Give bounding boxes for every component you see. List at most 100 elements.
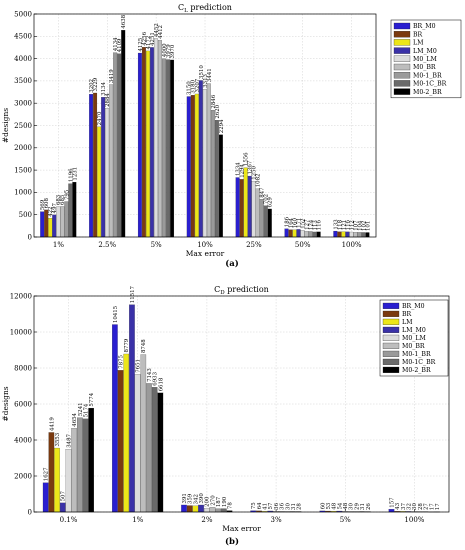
chart-0-data-label: 124 (309, 219, 315, 230)
chart-0-legend-swatch (393, 31, 411, 38)
chart-0-bar (72, 181, 77, 238)
chart-0-x-tick-label: 50% (295, 241, 311, 249)
chart-1-data-label: 3487 (66, 433, 72, 447)
chart-1-x-axis-label: Max error (222, 524, 261, 533)
chart-0-legend-entry: M0_LM (413, 56, 437, 63)
chart-0-bar (60, 206, 65, 238)
chart-1-bar (140, 354, 147, 513)
panel-label-a: (a) (225, 258, 239, 269)
chart-1-data-label: 8779 (124, 338, 130, 352)
chart-0-data-label: 3180 (191, 79, 197, 93)
chart-0-data-label: 113 (313, 220, 319, 231)
chart-0-x-tick-label: 1% (53, 241, 64, 249)
chart-1-legend-entry: M0-1_BR (402, 351, 431, 358)
chart-0-legend-swatch (393, 22, 411, 30)
chart-1-bar (203, 508, 210, 513)
chart-0-legend-entry: BR (413, 31, 423, 38)
chart-0-data-label: 1231 (72, 167, 78, 181)
chart-0-x-tick-label: 25% (246, 241, 262, 249)
chart-0-bar (263, 205, 268, 238)
chart-0-bar (349, 231, 354, 238)
chart-1-legend-swatch (382, 342, 400, 349)
chart-0-bar (64, 201, 69, 238)
chart-1-bar (42, 482, 49, 513)
chart-0-data-label: 3207 (195, 78, 201, 92)
chart-1-data-label: 7651 (136, 359, 142, 373)
chart-0-bar (202, 89, 207, 238)
chart-0-data-label: 2884 (105, 93, 111, 107)
chart-1-data-label: 60 (320, 502, 326, 509)
chart-0-bar (56, 206, 61, 238)
chart-0-data-label: 3510 (199, 65, 205, 79)
chart-cl-prediction: CL prediction 0 500 1000 1500 2000 2500 3000 350… (1, 3, 462, 258)
chart-0-legend-entry: BR_M0 (413, 23, 436, 30)
chart-0-bar (194, 93, 199, 238)
chart-0-legend-swatch (393, 47, 411, 54)
chart-0-bar (239, 179, 244, 238)
chart-1-data-label: 26 (366, 503, 372, 510)
chart-1-data-label: 6618 (158, 377, 164, 391)
chart-0-legend-entry: LM (413, 40, 424, 47)
chart-1-data-label: 10415 (113, 305, 119, 323)
chart-1-bar (117, 370, 124, 513)
chart-0-bar (141, 47, 146, 238)
chart-0-data-label: 3419 (109, 69, 115, 83)
chart-0-data-label: 4125 (138, 37, 144, 51)
chart-0-y-tick-label: 4500 (14, 33, 32, 41)
chart-0-data-label: 152 (301, 218, 307, 228)
chart-0-y-tick-label: 1500 (14, 166, 32, 174)
chart-0-bar (288, 229, 293, 238)
chart-0-data-label: 1196 (68, 168, 74, 182)
chart-0-bar (267, 208, 272, 238)
chart-1-data-label: 390 (199, 493, 205, 504)
chart-1-data-label: 75 (251, 502, 257, 509)
chart-1-data-label: 43 (395, 502, 401, 509)
chart-1-legend-entry: M0_BR (402, 343, 425, 350)
chart-0-title-main: C (178, 3, 184, 12)
chart-0-data-label: 171 (296, 218, 302, 228)
chart-1-data-label: 41 (263, 503, 269, 510)
chart-1-x-tick-label: 3% (271, 516, 282, 524)
chart-0-data-label: 3313 (203, 73, 209, 87)
chart-0-data-label: 121 (341, 220, 347, 230)
chart-1-bar (151, 387, 158, 513)
chart-0-data-label: 569 (40, 199, 46, 210)
chart-1-data-label: 31 (291, 503, 297, 510)
chart-1-title-subscript: D (220, 290, 225, 296)
chart-0-data-label: 4256 (142, 31, 148, 45)
chart-1-data-label: 4654 (72, 412, 78, 426)
chart-0-axes-frame (33, 13, 377, 238)
chart-1-data-label: 11517 (130, 285, 136, 303)
chart-0-data-label: 2846 (211, 94, 217, 108)
chart-0-bar (170, 59, 175, 238)
chart-1-y-tick-label: 4000 (14, 436, 32, 444)
chart-0-x-tick-label: 100% (342, 241, 362, 249)
chart-0-bar (235, 177, 240, 238)
chart-0-bar (40, 211, 45, 238)
chart-1-legend-swatch (382, 350, 400, 357)
chart-0-data-label: 2470 (97, 111, 103, 125)
chart-0-bar (158, 40, 162, 238)
chart-1-bar (209, 507, 216, 513)
chart-0-x-tick-label: 10% (197, 241, 213, 249)
chart-1-data-label: 7143 (147, 368, 153, 382)
chart-0-bar (333, 230, 338, 238)
chart-0-bar (292, 229, 297, 238)
chart-0-title: CL prediction (178, 3, 232, 14)
chart-0-data-label: 1082 (256, 174, 262, 188)
chart-0-bar (341, 231, 346, 238)
chart-1-data-label: 78 (227, 502, 233, 509)
chart-1-y-axis-label: #designs (1, 386, 10, 421)
chart-0-data-label: 1334 (236, 162, 242, 176)
chart-0-bar (312, 231, 317, 238)
chart-0-data-label: 4109 (117, 38, 123, 52)
chart-0-bar (218, 134, 223, 238)
chart-1-bar (215, 508, 221, 513)
chart-1-legend-swatch (382, 334, 400, 341)
chart-0-bar (247, 175, 252, 238)
chart-1-data-label: 29 (354, 503, 360, 510)
chart-1-data-label: 37 (401, 502, 407, 509)
chart-0-legend-swatch (393, 88, 411, 95)
chart-1-bar (77, 417, 83, 513)
